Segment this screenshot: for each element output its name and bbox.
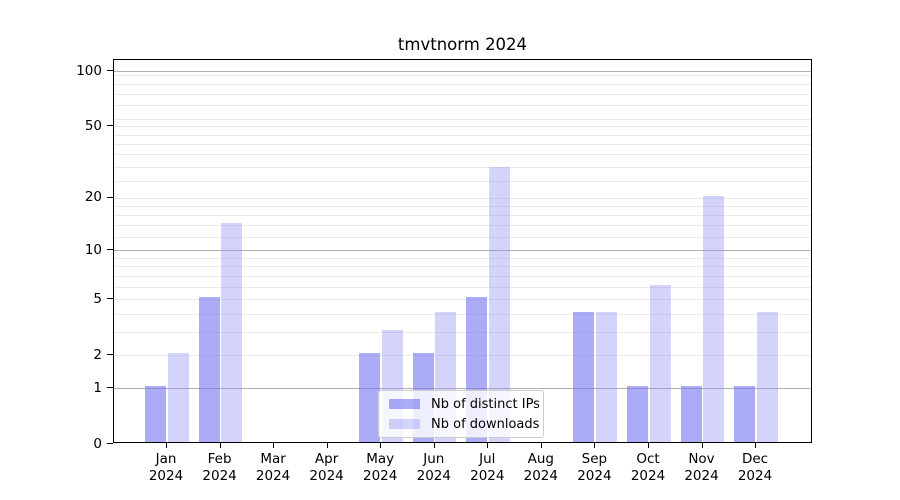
minor-gridline xyxy=(114,84,811,85)
x-tick xyxy=(648,443,649,448)
legend: Nb of distinct IPs Nb of downloads xyxy=(378,390,544,438)
x-tick-label: Jul 2024 xyxy=(470,451,505,484)
bar-downloads-sep xyxy=(595,311,617,442)
chart-title: tmvtnorm 2024 xyxy=(397,35,528,54)
y-tick xyxy=(107,387,113,388)
minor-gridline xyxy=(114,143,811,145)
x-tick-label: Oct 2024 xyxy=(630,451,666,484)
bar-distinct-ips-oct xyxy=(627,386,648,442)
legend-label-distinct-ips: Nb of distinct IPs xyxy=(431,396,540,412)
x-tick-label: Apr 2024 xyxy=(309,451,344,484)
y-tick xyxy=(107,196,113,198)
minor-gridline xyxy=(114,236,811,238)
minor-gridline xyxy=(114,332,811,333)
y-tick-label: 1 xyxy=(93,379,102,396)
legend-item-downloads: Nb of downloads xyxy=(387,417,539,432)
legend-swatch-downloads-icon xyxy=(389,419,420,429)
y-tick-label: 100 xyxy=(76,62,102,79)
x-tick xyxy=(219,443,221,448)
y-tick-label: 5 xyxy=(93,290,102,307)
x-tick xyxy=(433,443,435,448)
bar-downloads-feb xyxy=(221,223,242,442)
minor-gridline xyxy=(114,299,811,301)
minor-gridline xyxy=(114,118,811,120)
x-tick-label: Feb 2024 xyxy=(202,451,237,484)
minor-gridline xyxy=(114,126,811,128)
bar-distinct-ips-nov xyxy=(680,386,702,442)
legend-swatch-distinct-ips-icon xyxy=(389,399,420,409)
minor-gridline xyxy=(114,206,811,207)
minor-gridline xyxy=(114,257,811,259)
minor-gridline xyxy=(114,134,811,136)
minor-gridline xyxy=(114,154,811,156)
minor-gridline xyxy=(114,75,811,77)
bar-downloads-jul xyxy=(488,167,510,442)
x-tick xyxy=(487,443,489,448)
y-tick xyxy=(107,70,113,71)
plot-area xyxy=(113,59,812,443)
minor-gridline xyxy=(114,286,811,288)
y-tick-label: 2 xyxy=(93,346,102,363)
x-tick xyxy=(273,443,275,448)
x-tick xyxy=(540,443,542,448)
x-tick xyxy=(380,443,382,448)
x-tick-label: May 2024 xyxy=(363,451,398,484)
y-tick-label: 50 xyxy=(84,117,102,134)
minor-gridline xyxy=(114,266,811,268)
bar-distinct-ips-feb xyxy=(198,297,220,442)
x-tick-label: Jan 2024 xyxy=(148,451,184,484)
minor-gridline xyxy=(114,197,811,199)
bar-downloads-nov xyxy=(703,195,724,442)
minor-gridline xyxy=(114,180,811,182)
x-tick xyxy=(594,443,596,448)
minor-gridline xyxy=(114,275,811,277)
x-tick xyxy=(755,443,756,448)
y-tick xyxy=(107,298,113,300)
x-tick-label: Jun 2024 xyxy=(416,451,451,484)
y-tick xyxy=(107,125,113,127)
y-tick-label: 10 xyxy=(84,241,102,258)
x-tick xyxy=(326,443,328,448)
x-tick-label: Aug 2024 xyxy=(523,451,558,484)
minor-gridline xyxy=(114,105,811,107)
bar-distinct-ips-dec xyxy=(734,386,755,442)
x-tick xyxy=(166,443,167,448)
y-tick xyxy=(107,354,113,356)
bar-distinct-ips-sep xyxy=(573,311,595,442)
y-tick xyxy=(107,249,113,251)
major-gridline xyxy=(114,388,811,389)
bar-downloads-jan xyxy=(167,353,189,442)
x-tick xyxy=(701,443,703,448)
legend-item-distinct-ips: Nb of distinct IPs xyxy=(387,397,540,412)
bar-distinct-ips-jan xyxy=(145,386,166,442)
bar-downloads-oct xyxy=(649,284,671,442)
minor-gridline xyxy=(114,313,811,315)
x-tick-label: Nov 2024 xyxy=(684,451,719,484)
legend-label-downloads: Nb of downloads xyxy=(431,416,540,432)
y-tick-label: 0 xyxy=(93,435,102,452)
minor-gridline xyxy=(114,166,811,168)
minor-gridline xyxy=(114,215,811,216)
x-tick-label: Dec 2024 xyxy=(737,451,773,484)
y-tick xyxy=(107,443,113,444)
major-gridline xyxy=(114,250,811,252)
y-tick-label: 20 xyxy=(84,189,102,206)
x-tick-label: Mar 2024 xyxy=(255,451,291,484)
major-gridline xyxy=(114,71,811,72)
minor-gridline xyxy=(114,355,811,357)
bar-distinct-ips-may xyxy=(359,353,381,442)
x-tick-label: Sep 2024 xyxy=(577,451,612,484)
minor-gridline xyxy=(114,225,811,227)
minor-gridline xyxy=(114,94,811,95)
bar-downloads-dec xyxy=(756,311,778,442)
